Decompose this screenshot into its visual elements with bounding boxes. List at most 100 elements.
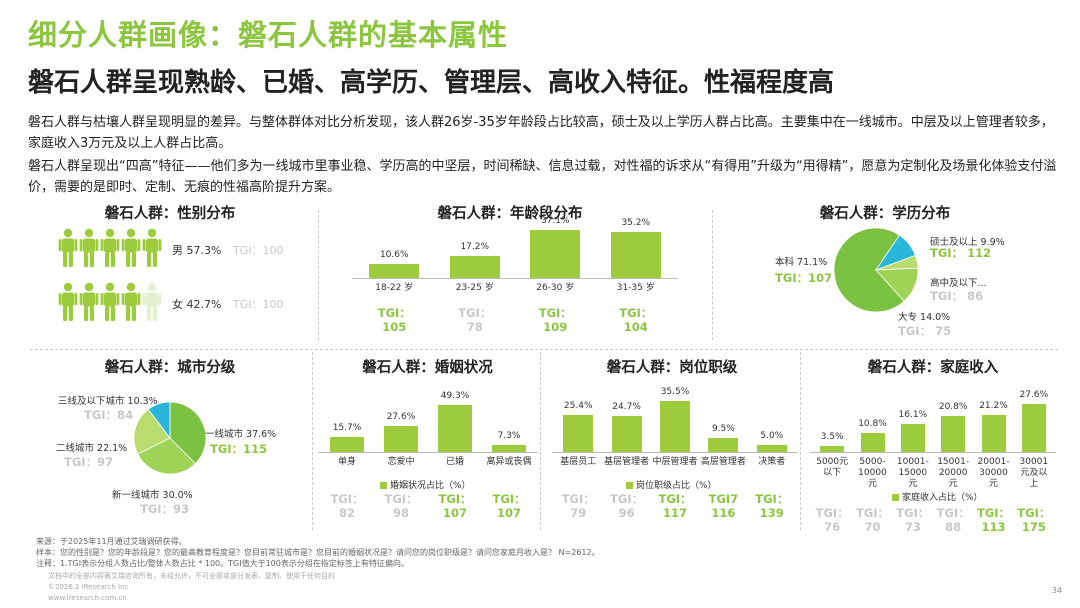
- tgi-value: TGI： 82: [330, 492, 364, 520]
- gender-male-icons: [58, 228, 168, 268]
- footer-disclaimer: 文档中的全部内容著艾瑞咨询所有，未经允许，不可全部或部分发表、复制、使用于任何目…: [48, 572, 335, 580]
- bar: [611, 416, 642, 452]
- city-chart-title: 磐石人群：城市分级: [104, 360, 236, 376]
- tick-label: 5000- 10000 元: [858, 457, 887, 489]
- footer-source: 来源：于2025年11月通过艾瑞调研获得。: [36, 537, 187, 546]
- city-tier1-label: 一线城市 37.6%: [205, 429, 277, 440]
- city-tier2-label: 二线城市 22.1%: [56, 443, 128, 454]
- footer-website: www.iresearch.com.cn: [48, 594, 127, 602]
- city-tier3-label: 三线及以下城市 10.3%: [58, 396, 158, 407]
- person-icon: [100, 282, 120, 326]
- summary-paragraph-2: 磐石人群呈现出“四高”特征——他们多为一线城市里事业稳、学历高的中坚层，时间稀缺…: [28, 159, 1057, 195]
- person-icon: [121, 282, 141, 326]
- legend-swatch: [626, 482, 633, 489]
- tgi-value: TGI： 76: [815, 506, 849, 534]
- divider: [800, 352, 801, 530]
- page-number: 34: [1051, 586, 1062, 595]
- data-label: 25.4%: [563, 401, 593, 412]
- tgi-value: TGI： 78: [458, 306, 492, 334]
- tick-label: 26-30 岁: [536, 283, 575, 293]
- city-tier2-tgi: TGI：97: [64, 455, 114, 469]
- footer-copyright: ©2026.1 iResearch Inc: [48, 583, 129, 591]
- summary-paragraph-1: 磐石人群与枯壤人群呈现明显的差异。与整体群体对比分析发现，该人群26岁-35岁年…: [28, 115, 1054, 151]
- data-label: 10.8%: [858, 419, 887, 430]
- education-highschool-tgi: TGI： 86: [930, 289, 984, 303]
- bar: [708, 438, 739, 452]
- tgi-value: TGI： 88: [936, 506, 970, 534]
- education-chart-title: 磐石人群：学历分布: [819, 206, 951, 222]
- legend-label: 婚姻状况占比（%）: [390, 481, 471, 491]
- bar: [756, 444, 787, 452]
- gender-female-label: 女 42.7%: [172, 298, 222, 311]
- person-icon: [142, 228, 162, 272]
- chart-legend: 家庭收入占比（%）: [892, 490, 983, 503]
- divider: [712, 210, 713, 340]
- marriage-bar-chart: 15.7% 单身 TGI： 82 27.6% 恋爱中 TGI： 98 49.3% 已婚 TGI：…: [318, 376, 538, 528]
- tick-label: 5000元 以下: [816, 457, 849, 478]
- city-newtier1-label: 新一线城市 30.0%: [112, 490, 193, 501]
- chart-legend: 婚姻状况占比（%）: [380, 478, 471, 491]
- data-label: 35.2%: [621, 218, 651, 229]
- education-pie-chart: [834, 228, 918, 312]
- tgi-value: TGI： 105: [377, 306, 411, 334]
- tick-label: 高层管理者: [700, 457, 746, 467]
- tgi-value: TGI： 107: [438, 492, 472, 520]
- data-label: 16.1%: [898, 410, 928, 421]
- education-bachelor-tgi: TGI：107: [775, 271, 833, 285]
- city-pie-chart: [134, 402, 206, 474]
- data-label: 10.6%: [379, 250, 409, 261]
- age-chart-title: 磐石人群：年龄段分布: [437, 206, 583, 222]
- bar: [1021, 404, 1046, 452]
- person-icon: [79, 282, 99, 326]
- bar: [563, 415, 594, 452]
- data-label: 3.5%: [820, 431, 844, 442]
- tick-label: 基层员工: [560, 457, 597, 467]
- gender-female-icons: [58, 282, 168, 322]
- education-college-label: 大专 14.0%: [898, 312, 951, 323]
- tick-label: 中层管理者: [652, 457, 698, 467]
- tick-label: 20001- 30000 元: [977, 457, 1010, 489]
- data-label: 17.2%: [460, 241, 490, 252]
- data-label: 35.5%: [660, 386, 690, 397]
- data-label: 27.6%: [1019, 390, 1049, 401]
- legend-swatch: [380, 482, 387, 489]
- person-icon: [58, 282, 78, 326]
- bar: [492, 445, 526, 452]
- bar: [384, 425, 418, 452]
- tgi-value: TGI： 73: [896, 506, 930, 534]
- legend-label: 岗位职级占比（%）: [636, 481, 717, 491]
- data-label: 37.1%: [540, 215, 570, 226]
- footer-note: 注释：1.TGI表示分组人数占比/整体人数占比 * 100。TGI值大于100表…: [36, 559, 409, 568]
- divider: [30, 349, 1058, 350]
- tgi-value: TGI： 96: [610, 492, 644, 520]
- tick-label: 31-35 岁: [616, 283, 655, 293]
- data-label: 20.8%: [938, 401, 968, 412]
- gender-male-label: 男 57.3%: [172, 244, 222, 257]
- pie-slice: [875, 267, 918, 302]
- tgi-value: TGI： 107: [492, 492, 526, 520]
- data-label: 7.3%: [497, 431, 521, 442]
- tgi-value: TGI： 79: [561, 492, 595, 520]
- tgi-value: TGI： 175: [1017, 506, 1051, 534]
- data-label: 5.0%: [760, 430, 784, 441]
- bar: [900, 424, 925, 452]
- tgi-value: TGI7 116: [708, 492, 739, 520]
- pie-slice: [147, 402, 171, 440]
- tick-label: 15001- 20000 元: [937, 457, 970, 489]
- education-college-tgi: TGI： 75: [898, 324, 952, 338]
- income-chart-title: 磐石人群：家庭收入: [867, 360, 999, 376]
- tick-label: 30001 元及以 上: [1019, 457, 1049, 489]
- gender-female-tgi: TGI：100: [233, 298, 284, 311]
- education-master-label: 硕士及以上 9.9%: [930, 237, 1005, 248]
- pie-slice: [169, 402, 206, 465]
- data-label: 27.6%: [386, 411, 416, 422]
- pie-slice: [834, 228, 905, 312]
- bar: [330, 437, 364, 452]
- tick-label: 18-22 岁: [375, 283, 414, 293]
- page-subtitle: 磐石人群呈现熟龄、已婚、高学历、管理层、高收入特征。性福程度高: [28, 68, 835, 98]
- x-axis-line: [318, 452, 538, 453]
- bar: [610, 232, 661, 278]
- position-chart-title: 磐石人群：岗位职级: [606, 360, 738, 376]
- person-icon-faded: [142, 282, 162, 326]
- x-axis-line: [810, 452, 1056, 453]
